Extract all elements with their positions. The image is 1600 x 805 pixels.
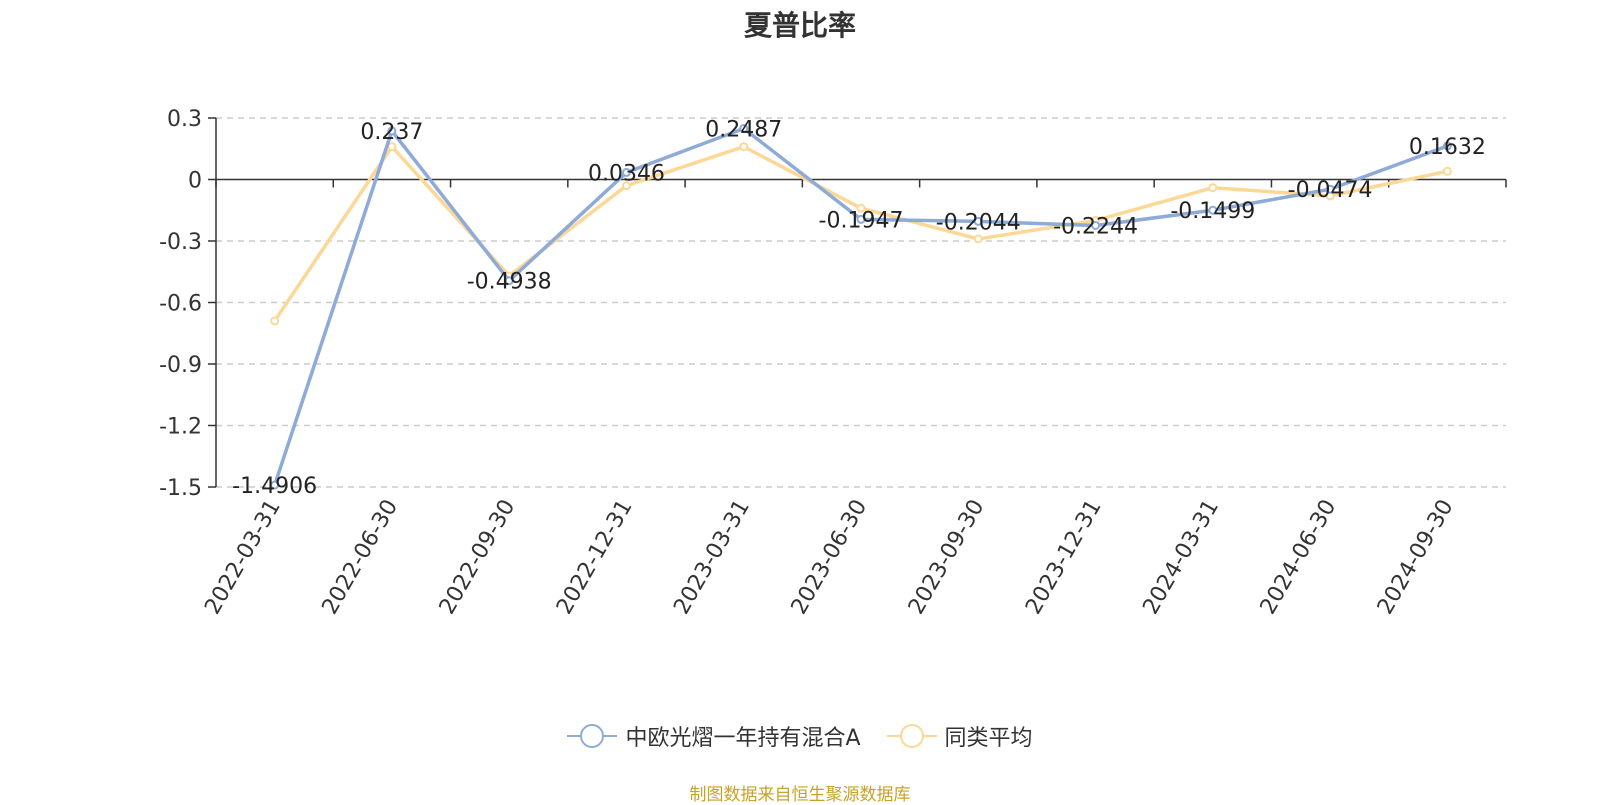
- data-label: 0.0346: [588, 161, 665, 186]
- chart-title: 夏普比率: [743, 9, 856, 42]
- y-tick-label: -1.5: [159, 476, 202, 501]
- data-source-note: 制图数据来自恒生聚源数据库: [689, 785, 911, 805]
- x-tick-label: 2022-09-30: [435, 496, 521, 619]
- x-tick-label: 2023-03-31: [669, 496, 755, 619]
- x-tick-label: 2023-12-31: [1021, 496, 1107, 619]
- y-tick-label: -0.6: [159, 292, 202, 317]
- legend-series-1-label: 中欧光熠一年持有混合A: [625, 726, 861, 751]
- data-point-series-1[interactable]: [504, 276, 514, 286]
- y-tick-label: -1.2: [159, 415, 202, 440]
- data-point-series-1[interactable]: [1442, 141, 1452, 151]
- series-lines: [270, 124, 1452, 490]
- data-point-series-1[interactable]: [270, 480, 280, 490]
- data-point-series-1[interactable]: [856, 214, 866, 224]
- x-tick-label: 2024-03-31: [1138, 496, 1224, 619]
- x-tick-label: 2024-06-30: [1256, 496, 1342, 619]
- legend-series-2-label: 同类平均: [944, 726, 1033, 751]
- data-label: -0.2044: [936, 210, 1021, 235]
- x-tick-label: 2022-03-31: [200, 496, 286, 619]
- data-point-series-2[interactable]: [1208, 183, 1218, 193]
- data-point-series-2[interactable]: [1442, 166, 1452, 176]
- y-tick-label: 0.3: [167, 107, 202, 132]
- data-point-series-1[interactable]: [387, 126, 397, 136]
- data-label: -0.4938: [467, 270, 552, 295]
- data-point-series-2[interactable]: [739, 142, 749, 152]
- data-label: 0.2487: [705, 118, 782, 143]
- data-label: -0.1947: [819, 208, 904, 233]
- data-point-series-1[interactable]: [621, 167, 631, 177]
- y-tick-label: -0.9: [159, 353, 202, 378]
- legend-item-series-2[interactable]: 同类平均: [886, 720, 1033, 752]
- data-label: -0.2244: [1053, 215, 1138, 240]
- data-labels: -1.4906 0.237 -0.4938 0.0346 0.2487 -0.1947 -0…: [232, 118, 1486, 500]
- data-point-series-1[interactable]: [739, 124, 749, 134]
- data-point-series-2[interactable]: [856, 203, 866, 213]
- data-point-series-1[interactable]: [1208, 205, 1218, 215]
- y-tick-label: -0.3: [159, 230, 202, 255]
- data-point-series-2[interactable]: [621, 181, 631, 191]
- data-label: 0.1632: [1409, 135, 1486, 160]
- data-label: -1.4906: [232, 474, 317, 499]
- x-tick-label: 2022-12-31: [552, 496, 638, 619]
- legend-item-series-1[interactable]: 中欧光熠一年持有混合A: [567, 720, 861, 752]
- data-point-series-1[interactable]: [973, 216, 983, 226]
- data-point-series-1[interactable]: [1091, 221, 1101, 231]
- grid-lines: [216, 117, 1506, 488]
- data-point-series-2[interactable]: [270, 316, 280, 326]
- legend-series-1-marker-icon: [567, 724, 618, 748]
- legend-series-2-marker-icon: [886, 724, 937, 748]
- y-tick-label: 0: [188, 169, 202, 194]
- series-line-2: [273, 144, 1448, 322]
- x-tick-label: 2023-09-30: [904, 496, 990, 619]
- data-label: 0.237: [360, 120, 423, 145]
- data-label: -0.1499: [1170, 199, 1255, 224]
- data-point-series-1[interactable]: [1325, 184, 1335, 194]
- legend: 中欧光熠一年持有混合A 同类平均: [0, 720, 1600, 752]
- data-label: -0.0474: [1288, 178, 1373, 203]
- x-tick-label: 2024-09-30: [1373, 496, 1459, 619]
- x-tick-label: 2023-06-30: [787, 496, 873, 619]
- data-point-series-2[interactable]: [973, 234, 983, 244]
- x-tick-label: 2022-06-30: [318, 495, 404, 618]
